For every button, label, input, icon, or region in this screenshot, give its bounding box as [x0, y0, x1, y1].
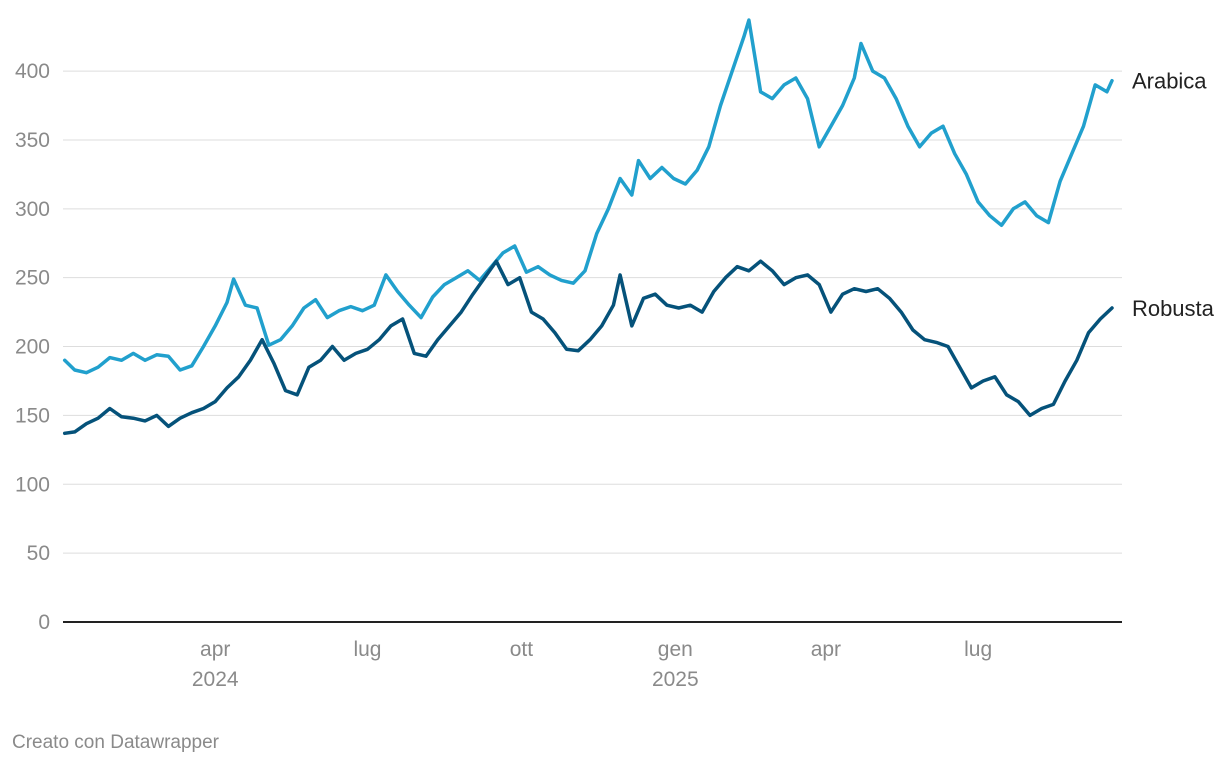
series-label-robusta: Robusta: [1132, 296, 1215, 321]
x-tick-1: lug: [353, 638, 381, 661]
series-labels: Arabica Robusta: [1132, 69, 1215, 321]
y-tick-100: 100: [15, 473, 50, 496]
x-tick-year-0: 2024: [192, 668, 239, 691]
y-tick-300: 300: [15, 198, 50, 221]
y-tick-400: 400: [15, 60, 50, 83]
x-tick-3: gen: [658, 638, 693, 661]
x-axis-tick-labels: apr 2024 lug ott gen 2025 apr lug: [192, 638, 992, 691]
y-tick-0: 0: [38, 611, 50, 634]
x-tick-4: apr: [811, 638, 841, 661]
y-tick-150: 150: [15, 404, 50, 427]
gridlines: [63, 70, 1122, 554]
y-tick-200: 200: [15, 336, 50, 359]
x-tick-0: apr: [200, 638, 230, 661]
y-axis-tick-labels: 0 50 100 150 200 250 300 350 400: [15, 60, 50, 634]
y-tick-350: 350: [15, 129, 50, 152]
x-tick-2: ott: [510, 638, 534, 661]
series-lines: [62, 18, 1114, 436]
y-tick-250: 250: [15, 267, 50, 290]
x-tick-year-3: 2025: [652, 668, 699, 691]
credit-text: Creato con Datawrapper: [12, 732, 219, 753]
series-line-arabica: [62, 18, 1114, 375]
series-label-arabica: Arabica: [1132, 69, 1207, 94]
y-tick-50: 50: [27, 542, 50, 565]
series-line-robusta: [62, 259, 1114, 436]
x-tick-5: lug: [964, 638, 992, 661]
